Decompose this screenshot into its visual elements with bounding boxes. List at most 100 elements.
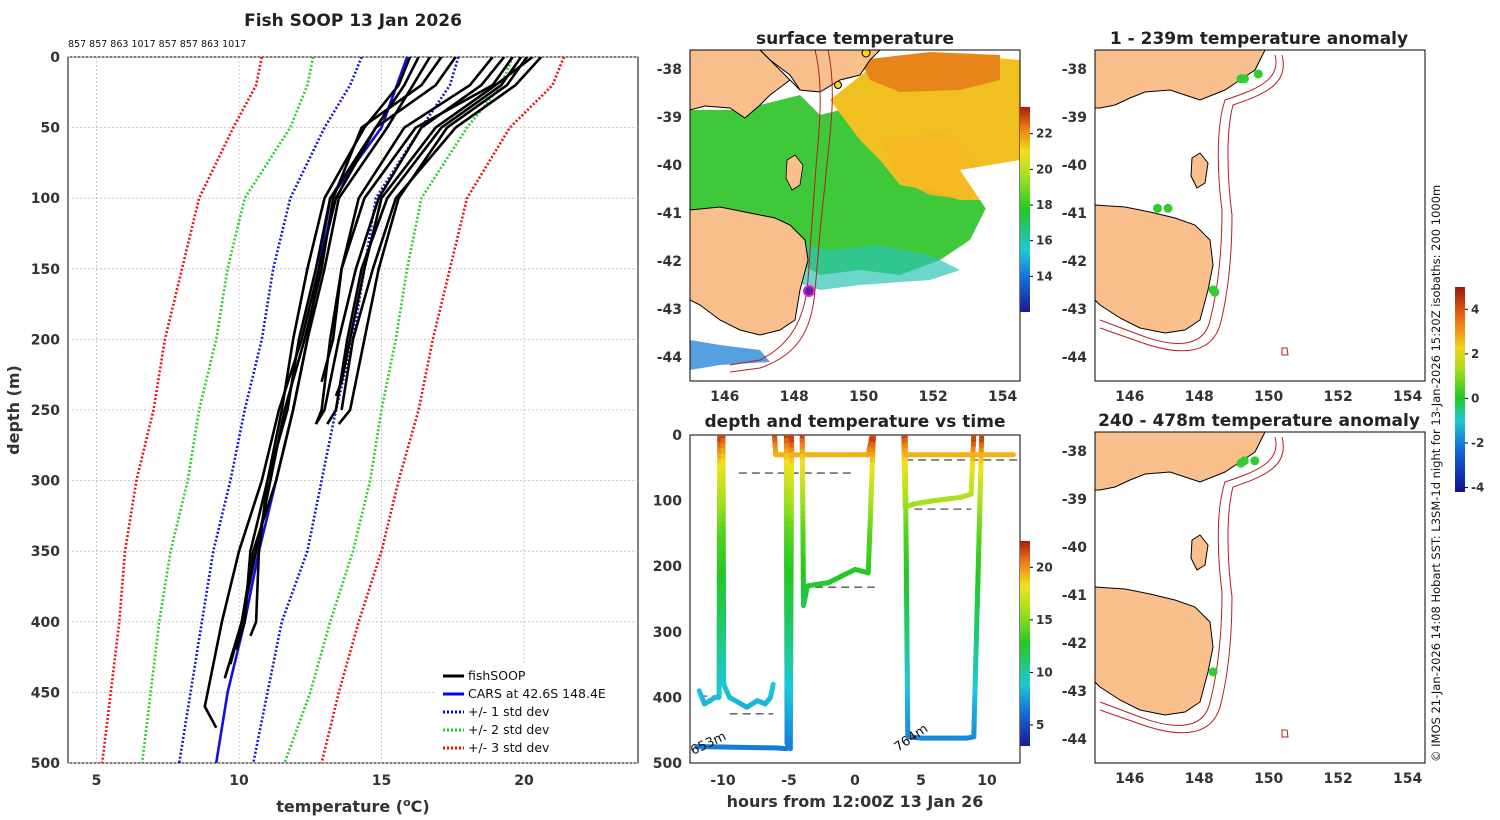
anomaly-top-land-tasmania	[1095, 204, 1214, 334]
fishsoop-profile-line	[314, 57, 514, 425]
colorbar-tick-label: 16	[1036, 234, 1053, 248]
fishsoop-profile-line	[334, 57, 534, 397]
anomaly-bottom-axes-box	[1094, 431, 1426, 764]
y-tick-label: 50	[41, 121, 61, 137]
colorbar-tick-label: 4	[1471, 302, 1479, 316]
colorbar-tick-label: 10	[1036, 665, 1053, 679]
depth-tick-label: 400	[653, 690, 682, 706]
anomaly-point	[1250, 456, 1260, 466]
fishsoop-profile-line	[234, 57, 420, 651]
y-tick-label: 150	[31, 262, 60, 278]
lon-tick-label: 152	[1324, 389, 1353, 405]
y-tick-label: 300	[31, 474, 60, 490]
anomaly-bottom-content	[1095, 432, 1425, 763]
sst-map-panel: surface temperature 146 148 150 152 154 -38 -3…	[657, 29, 1053, 405]
lat-tick-label: -40	[1062, 540, 1088, 556]
lon-tick-label: 154	[988, 389, 1017, 405]
sst-isobath-200	[729, 50, 821, 366]
sst-cold-patch	[690, 340, 770, 370]
colorbar-tick-label: 2	[1471, 347, 1479, 361]
envelope-2std-upper	[283, 57, 514, 763]
x-tick-label: 5	[92, 773, 102, 789]
lon-tick-label: 150	[1254, 771, 1283, 787]
depth-time-title: depth and temperature vs time	[705, 412, 1006, 432]
anomaly-top-isobath-200	[1099, 54, 1277, 344]
fishsoop-profile-line	[326, 57, 523, 425]
anomaly-bottom-ticks: 146 148 150 152 154 -38 -39 -40 -41 -42 -43 -44	[1062, 444, 1423, 787]
side-note: © IMOS 21-Jan-2026 14:08 Hobart SST: L3S…	[1429, 185, 1443, 762]
lon-tick-label: 152	[919, 389, 948, 405]
hour-tick-label: 10	[977, 773, 997, 789]
track-segment	[799, 435, 876, 609]
lat-tick-label: -39	[1062, 110, 1087, 126]
x-tick-label: 10	[229, 773, 249, 789]
lon-tick-label: 150	[1254, 389, 1283, 405]
y-tick-label: 200	[31, 332, 60, 348]
anomaly-top-axes-box	[1094, 49, 1426, 382]
lat-tick-label: -40	[1062, 158, 1088, 174]
y-tick-label: 500	[31, 756, 60, 772]
sst-ticks: 146 148 150 152 154 -38 -39 -40 -41 -42 -43 -44	[657, 62, 1018, 405]
sst-cloud-1	[960, 160, 1020, 220]
envelope-3std-upper	[320, 57, 566, 763]
y-tick-label: 0	[50, 50, 60, 66]
fishsoop-profile-line	[320, 57, 494, 383]
profile-legend: fishSOOP CARS at 42.6S 148.4E +/- 1 std …	[436, 664, 634, 759]
depth-time-colorbar	[1020, 541, 1030, 746]
colorbar-tick-label: 22	[1036, 127, 1053, 141]
anomaly-top-seamount	[1281, 347, 1289, 356]
lon-tick-label: 146	[710, 389, 739, 405]
lon-tick-label: 154	[1393, 771, 1422, 787]
anomaly-top-land-flinders	[1190, 152, 1209, 189]
colorbar-tick-label: 15	[1036, 613, 1053, 627]
lon-tick-label: 148	[780, 389, 809, 405]
anomaly-bottom-isobath-1000	[1099, 436, 1284, 734]
anomaly-bottom-points	[1208, 456, 1260, 677]
sst-marker	[861, 50, 871, 58]
profile-panel: Fish SOOP 13 Jan 2026 857 857 863 1017 8…	[4, 11, 639, 816]
anomaly-point	[1153, 203, 1163, 213]
anomaly-bottom-land-tasmania	[1095, 586, 1214, 716]
legend-label-2std: +/- 2 std dev	[468, 722, 550, 737]
anomaly-point	[1253, 69, 1263, 79]
colorbar-tick-label: -2	[1471, 436, 1484, 450]
track-segment	[720, 435, 776, 710]
profile-ylabel: depth (m)	[4, 365, 23, 455]
y-tick-label: 350	[31, 544, 60, 560]
lat-tick-label: -44	[657, 350, 683, 366]
anomaly-point	[1239, 456, 1249, 466]
colorbar-tick-label: 20	[1036, 162, 1053, 176]
anomaly-top-content	[1095, 50, 1425, 381]
depth-time-panel: depth and temperature vs time -10 -5 0 5 100…	[653, 412, 1053, 811]
x-tick-label: 15	[372, 773, 391, 789]
anomaly-bottom-seamount	[1281, 729, 1289, 738]
legend-label-fishsoop: fishSOOP	[468, 668, 526, 683]
fishsoop-profile-line	[249, 57, 412, 637]
lon-tick-label: 148	[1185, 389, 1214, 405]
profile-lines	[100, 57, 566, 763]
lon-tick-label: 148	[1185, 771, 1214, 787]
lat-tick-label: -39	[657, 110, 682, 126]
envelope-3std-lower	[100, 57, 264, 763]
anomaly-top-land-mainland	[1095, 50, 1266, 109]
fishsoop-profile-line	[223, 57, 443, 679]
lat-tick-label: -43	[1062, 684, 1087, 700]
sst-colorbar-ticks: 14 16 18 20 22	[1030, 127, 1053, 283]
legend-label-3std: +/- 3 std dev	[468, 740, 550, 755]
sst-cool-band	[780, 240, 960, 290]
anomaly-colorbar	[1455, 287, 1465, 492]
profile-title: Fish SOOP 13 Jan 2026	[244, 11, 462, 31]
sst-eddy	[880, 130, 990, 200]
legend-label-1std: +/- 1 std dev	[468, 704, 550, 719]
lat-tick-label: -38	[1062, 62, 1087, 78]
lat-tick-label: -44	[1062, 350, 1088, 366]
lat-tick-label: -39	[1062, 492, 1087, 508]
lat-tick-label: -40	[657, 158, 683, 174]
lat-tick-label: -38	[657, 62, 682, 78]
fishsoop-profile-line	[314, 57, 506, 425]
anomaly-colorbar-ticks: -4 -2 0 2 4	[1465, 302, 1484, 495]
hour-tick-label: -5	[781, 773, 797, 789]
depth-time-xlabel: hours from 12:00Z 13 Jan 26	[727, 792, 984, 811]
